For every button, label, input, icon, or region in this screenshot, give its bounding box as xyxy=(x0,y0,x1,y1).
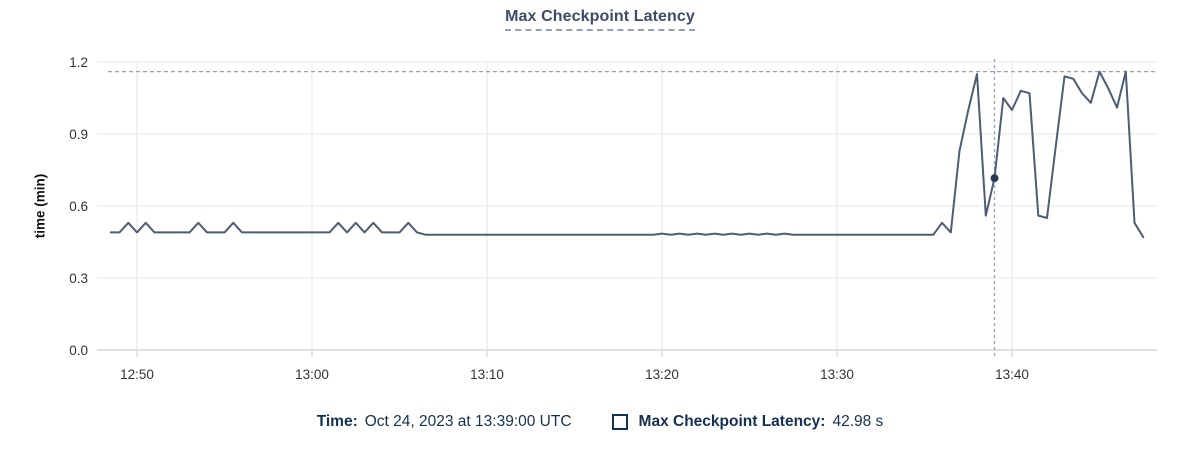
chart-legend-row: Time: Oct 24, 2023 at 13:39:00 UTC Max C… xyxy=(0,413,1200,431)
y-tick-label: 0.0 xyxy=(69,343,88,358)
legend-item-max-checkpoint-latency[interactable]: Max Checkpoint Latency: 42.98 s xyxy=(611,413,884,431)
y-tick-label: 0.6 xyxy=(69,199,88,214)
legend-series-value: 42.98 s xyxy=(832,413,884,430)
legend-series-label: Max Checkpoint Latency: xyxy=(638,413,826,430)
x-tick-label: 13:00 xyxy=(295,367,329,382)
latency-series-line xyxy=(109,70,1145,239)
hover-dot xyxy=(990,174,999,183)
tooltip-time-label: Time: xyxy=(316,413,358,430)
chart-title-row: Max Checkpoint Latency xyxy=(0,8,1200,31)
tooltip-time-value: Oct 24, 2023 at 13:39:00 UTC xyxy=(364,413,572,430)
y-tick-label: 0.3 xyxy=(69,271,88,286)
x-tick-label: 13:40 xyxy=(995,367,1029,382)
x-tick-label: 13:20 xyxy=(645,367,679,382)
x-tick-label: 13:10 xyxy=(470,367,504,382)
x-tick-label: 13:30 xyxy=(820,367,854,382)
y-axis-title: time (min) xyxy=(32,173,48,239)
chart-title[interactable]: Max Checkpoint Latency xyxy=(505,8,695,31)
x-tick-label: 12:50 xyxy=(120,367,154,382)
y-tick-label: 0.9 xyxy=(69,127,88,142)
y-tick-label: 1.2 xyxy=(69,55,88,70)
tooltip-time-group: Time: Oct 24, 2023 at 13:39:00 UTC xyxy=(317,413,572,431)
legend-swatch-icon xyxy=(611,414,628,430)
latency-chart-plot-area[interactable]: 0.0 0.3 0.6 0.9 1.2 12:50 13:00 13:10 13:20 13:30… xyxy=(0,0,1200,400)
